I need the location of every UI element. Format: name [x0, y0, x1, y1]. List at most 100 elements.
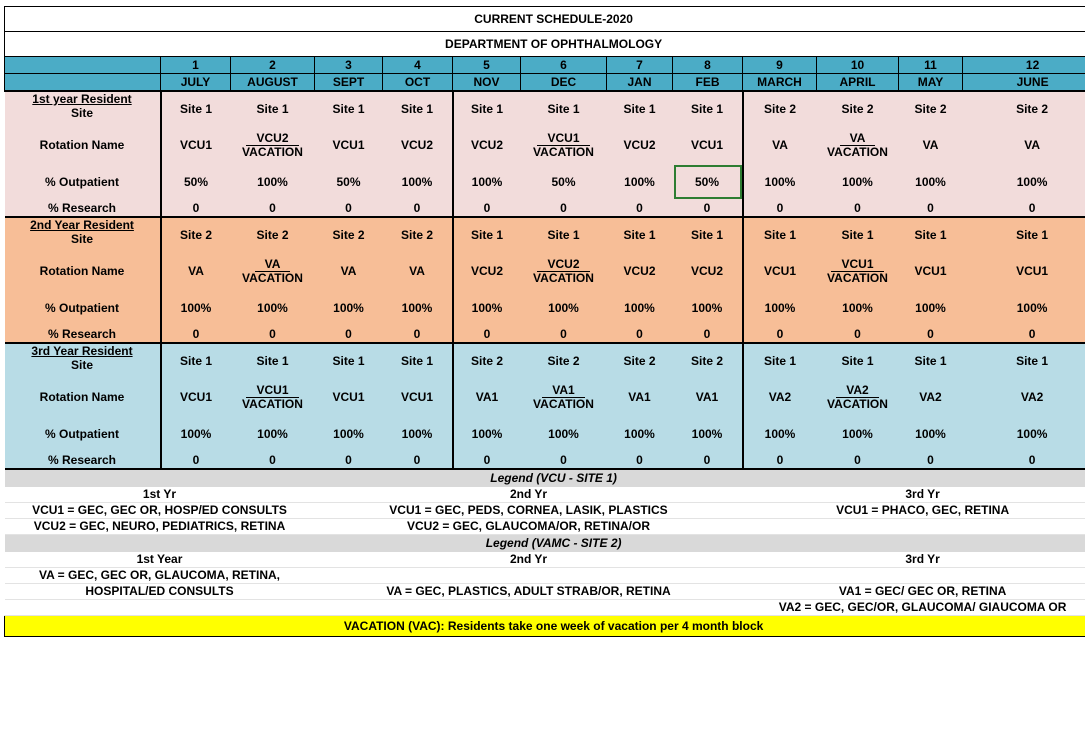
schedule-cell[interactable]: Site 2: [962, 90, 1085, 126]
schedule-cell[interactable]: 0: [382, 200, 453, 218]
schedule-cell[interactable]: 100%: [451, 164, 521, 200]
legend-cell[interactable]: 3rd Yr: [742, 487, 1085, 503]
schedule-cell[interactable]: Site 2: [741, 90, 817, 126]
schedule-cell[interactable]: 100%: [741, 416, 817, 452]
legend-cell[interactable]: VCU1 = GEC, GEC OR, HOSP/ED CONSULTS: [4, 502, 315, 519]
legend-cell[interactable]: 2nd Yr: [314, 552, 743, 568]
header-corner-months[interactable]: [4, 73, 161, 92]
header-corner[interactable]: [4, 56, 161, 74]
schedule-cell[interactable]: 0: [962, 326, 1085, 344]
schedule-cell[interactable]: Site 1: [382, 342, 453, 378]
schedule-cell[interactable]: 0: [451, 452, 521, 470]
schedule-cell[interactable]: 100%: [672, 416, 743, 452]
schedule-cell[interactable]: 0: [451, 326, 521, 344]
schedule-cell[interactable]: 0: [520, 326, 607, 344]
legend-cell[interactable]: [314, 599, 743, 616]
month-header-cell[interactable]: JAN: [606, 73, 673, 92]
legend-cell[interactable]: VCU2 = GEC, NEURO, PEDIATRICS, RETINA: [4, 518, 315, 535]
schedule-cell[interactable]: VCU2: [606, 252, 673, 290]
schedule-cell[interactable]: VA1: [672, 378, 743, 416]
row-label-cell[interactable]: 3rd Year Resident Site: [4, 342, 162, 378]
schedule-cell[interactable]: 0: [672, 200, 743, 218]
department-title[interactable]: DEPARTMENT OF OPHTHALMOLOGY: [3, 31, 1085, 57]
schedule-cell[interactable]: 0: [816, 200, 899, 218]
schedule-cell[interactable]: Site 1: [606, 216, 673, 252]
schedule-cell[interactable]: VA VACATION: [816, 126, 899, 164]
schedule-cell[interactable]: 0: [898, 452, 963, 470]
schedule-cell[interactable]: 100%: [160, 416, 231, 452]
row-label-cell[interactable]: Rotation Name: [4, 378, 162, 416]
row-label-cell[interactable]: % Outpatient: [4, 164, 162, 200]
schedule-cell[interactable]: VCU1: [898, 252, 963, 290]
schedule-cell[interactable]: 100%: [314, 416, 383, 452]
legend-cell[interactable]: 1st Year: [4, 552, 315, 568]
schedule-cell[interactable]: Site 1: [451, 90, 521, 126]
month-header-cell[interactable]: JULY: [160, 73, 231, 92]
schedule-cell[interactable]: VA2 VACATION: [816, 378, 899, 416]
schedule-cell[interactable]: 50%: [672, 164, 743, 200]
block-number-cell[interactable]: 2: [230, 56, 315, 74]
schedule-cell[interactable]: Site 1: [741, 216, 817, 252]
schedule-cell[interactable]: 100%: [230, 164, 315, 200]
schedule-cell[interactable]: VCU1 VACATION: [230, 378, 315, 416]
schedule-cell[interactable]: Site 2: [520, 342, 607, 378]
month-header-cell[interactable]: FEB: [672, 73, 743, 92]
schedule-cell[interactable]: 0: [741, 326, 817, 344]
legend-cell[interactable]: VA2 = GEC, GEC/OR, GLAUCOMA/ GIAUCOMA OR: [742, 599, 1085, 616]
legend-heading[interactable]: Legend (VAMC - SITE 2): [4, 534, 1085, 552]
schedule-cell[interactable]: 100%: [520, 290, 607, 326]
schedule-cell[interactable]: VCU1: [672, 126, 743, 164]
schedule-cell[interactable]: 100%: [741, 290, 817, 326]
block-number-cell[interactable]: 10: [816, 56, 899, 74]
legend-cell[interactable]: VA1 = GEC/ GEC OR, RETINA: [742, 583, 1085, 600]
schedule-cell[interactable]: Site 1: [230, 90, 315, 126]
month-header-cell[interactable]: AUGUST: [230, 73, 315, 92]
schedule-cell[interactable]: Site 1: [962, 216, 1085, 252]
block-number-cell[interactable]: 11: [898, 56, 963, 74]
schedule-cell[interactable]: Site 2: [606, 342, 673, 378]
schedule-cell[interactable]: Site 2: [898, 90, 963, 126]
legend-cell[interactable]: VCU1 = GEC, PEDS, CORNEA, LASIK, PLASTIC…: [314, 502, 743, 519]
month-header-cell[interactable]: NOV: [452, 73, 521, 92]
schedule-cell[interactable]: VA1 VACATION: [520, 378, 607, 416]
schedule-cell[interactable]: 0: [606, 452, 673, 470]
month-header-cell[interactable]: MARCH: [742, 73, 817, 92]
schedule-cell[interactable]: 100%: [314, 290, 383, 326]
schedule-cell[interactable]: 50%: [520, 164, 607, 200]
schedule-cell[interactable]: VA VACATION: [230, 252, 315, 290]
schedule-cell[interactable]: 0: [230, 452, 315, 470]
month-header-cell[interactable]: APRIL: [816, 73, 899, 92]
schedule-cell[interactable]: Site 1: [160, 342, 231, 378]
schedule-cell[interactable]: VCU1: [314, 378, 383, 416]
month-header-cell[interactable]: MAY: [898, 73, 963, 92]
schedule-cell[interactable]: 0: [816, 326, 899, 344]
schedule-cell[interactable]: VCU1 VACATION: [520, 126, 607, 164]
schedule-cell[interactable]: 0: [314, 452, 383, 470]
schedule-cell[interactable]: 100%: [962, 416, 1085, 452]
schedule-cell[interactable]: Site 1: [898, 342, 963, 378]
schedule-cell[interactable]: Site 1: [314, 342, 383, 378]
schedule-cell[interactable]: VA: [160, 252, 231, 290]
schedule-cell[interactable]: Site 1: [314, 90, 383, 126]
schedule-cell[interactable]: VA1: [606, 378, 673, 416]
block-number-cell[interactable]: 6: [520, 56, 607, 74]
schedule-cell[interactable]: 0: [672, 452, 743, 470]
schedule-cell[interactable]: 100%: [451, 290, 521, 326]
month-header-cell[interactable]: JUNE: [961, 73, 1085, 92]
schedule-cell[interactable]: 0: [741, 452, 817, 470]
row-label-cell[interactable]: % Research: [4, 326, 162, 344]
schedule-cell[interactable]: 0: [898, 326, 963, 344]
schedule-cell[interactable]: Site 1: [451, 216, 521, 252]
row-label-cell[interactable]: 2nd Year Resident Site: [4, 216, 162, 252]
schedule-cell[interactable]: Site 2: [451, 342, 521, 378]
schedule-cell[interactable]: VCU2 VACATION: [520, 252, 607, 290]
schedule-cell[interactable]: Site 2: [816, 90, 899, 126]
schedule-cell[interactable]: 0: [962, 452, 1085, 470]
schedule-cell[interactable]: 100%: [230, 290, 315, 326]
schedule-cell[interactable]: 0: [816, 452, 899, 470]
schedule-cell[interactable]: VCU2: [382, 126, 453, 164]
schedule-cell[interactable]: 50%: [160, 164, 231, 200]
schedule-cell[interactable]: 100%: [816, 290, 899, 326]
legend-cell[interactable]: [742, 518, 1085, 535]
month-header-cell[interactable]: OCT: [382, 73, 453, 92]
